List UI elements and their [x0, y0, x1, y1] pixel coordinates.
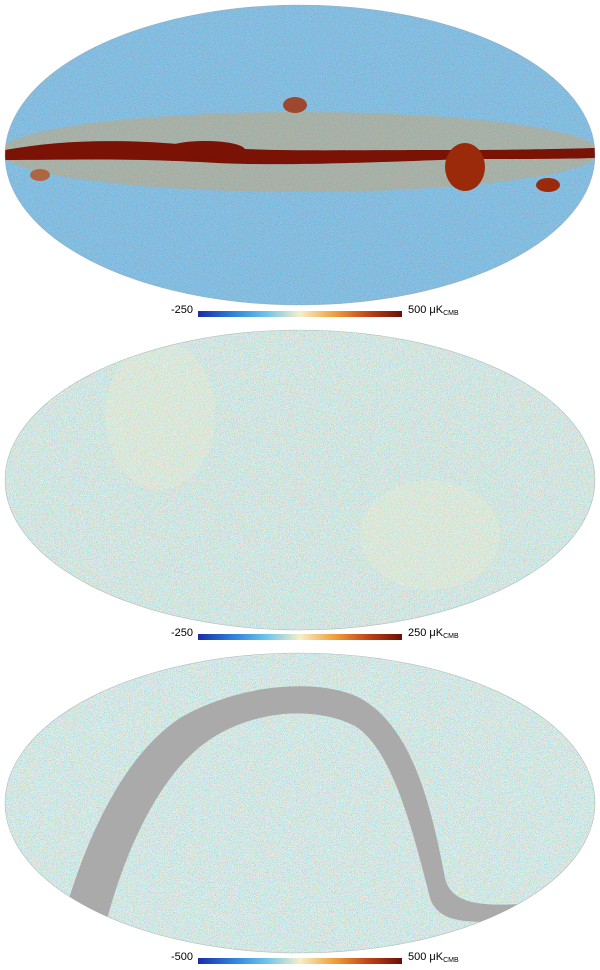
- colorbar-1-min: -250: [170, 304, 193, 316]
- sky-map-2: [4, 329, 596, 631]
- colorbar-2-max: 250 μKCMB: [408, 627, 459, 640]
- sky-map-panel-2: -250 250 μKCMB: [0, 325, 600, 650]
- colorbar-1-max: 500 μKCMB: [408, 304, 459, 317]
- colorbar-3-min: -500: [170, 951, 193, 963]
- sky-map-3: [4, 652, 596, 954]
- colorbar-3-gradient: [198, 958, 402, 964]
- colorbar-3-max: 500 μKCMB: [408, 951, 459, 964]
- sky-map-panel-1: -250 500 μKCMB: [0, 0, 600, 325]
- colorbar-3: -500 500 μKCMB: [171, 951, 459, 968]
- sky-map-1: [4, 4, 596, 306]
- colorbar-2: -250 250 μKCMB: [171, 627, 459, 644]
- colorbar-1-gradient: [198, 311, 402, 317]
- sky-map-panel-3: -500 500 μKCMB: [0, 648, 600, 970]
- ecliptic-mask-region: [55, 686, 540, 948]
- colorbar-2-gradient: [198, 634, 402, 640]
- sky-noise-texture: [5, 330, 595, 630]
- colorbar-1: -250 500 μKCMB: [171, 304, 459, 321]
- colorbar-2-min: -250: [170, 627, 193, 639]
